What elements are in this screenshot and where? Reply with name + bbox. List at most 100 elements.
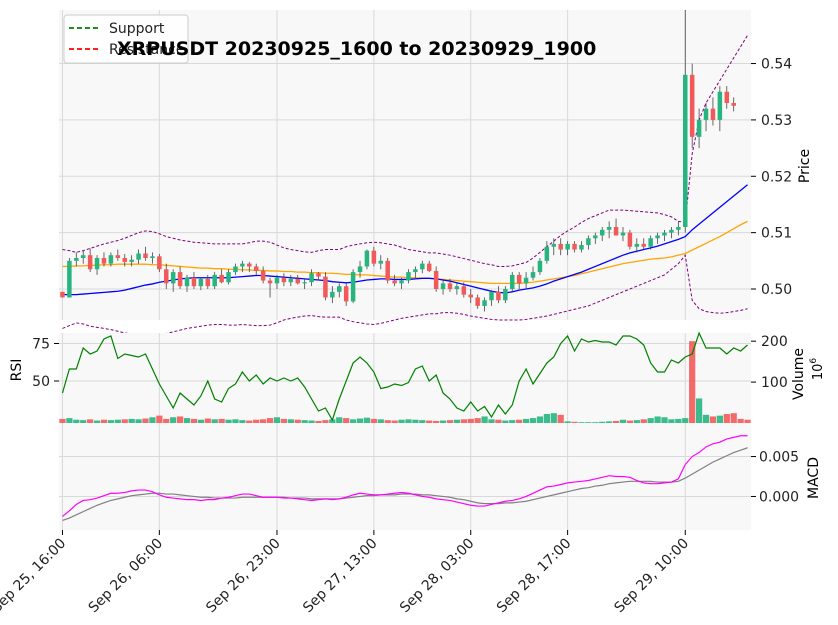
volume-bar <box>412 419 419 423</box>
candle-body <box>364 250 370 267</box>
volume-bar <box>446 420 454 423</box>
volume-bar <box>564 421 571 423</box>
candle-body <box>648 238 653 247</box>
volume-bar <box>716 415 723 423</box>
candle-body <box>523 277 529 284</box>
volume-bar <box>87 419 94 423</box>
candle-body <box>662 232 667 236</box>
candle-body <box>503 289 508 301</box>
candle-body <box>295 278 300 284</box>
volume-bar <box>128 418 135 423</box>
volume-bar <box>592 422 599 423</box>
price-tick-label: 0.53 <box>761 113 792 129</box>
candle-body <box>683 74 688 228</box>
candle-body <box>613 227 619 236</box>
volume-bar <box>176 416 184 423</box>
candle-body <box>67 260 72 298</box>
candle-body <box>468 294 473 298</box>
volume-bar <box>661 417 668 423</box>
candle-body <box>461 286 467 295</box>
candle-body <box>343 286 349 302</box>
volume-bar <box>488 419 495 423</box>
volume-bar <box>156 415 163 423</box>
volume-bars <box>59 341 751 423</box>
volume-bar <box>149 417 156 423</box>
volume-bar <box>391 420 398 423</box>
rsi-axis-label: RSI <box>9 359 25 382</box>
macd-tick-label: 0.005 <box>759 450 799 466</box>
volume-bar <box>737 418 744 423</box>
volume-bar <box>689 341 696 423</box>
candle-body <box>164 269 169 284</box>
bollinger-bands <box>62 35 748 337</box>
candle-body <box>669 229 674 233</box>
candle-body <box>676 227 681 230</box>
candle-body <box>108 255 114 264</box>
candle-body <box>399 280 404 284</box>
volume-bar <box>363 417 371 423</box>
volume-bar <box>80 420 87 423</box>
volume-bar <box>308 420 315 423</box>
signal-line <box>62 447 748 521</box>
candle-body <box>496 291 501 301</box>
candle-body <box>516 274 522 284</box>
candle-body <box>572 243 577 250</box>
volume-bar <box>225 419 232 423</box>
volume-bar <box>66 418 73 423</box>
candle-body <box>288 278 294 283</box>
volume-bar <box>405 419 412 423</box>
rsi-line <box>61 331 748 422</box>
candle-body <box>606 227 612 230</box>
candle-body <box>157 256 162 270</box>
volume-bar <box>370 418 377 423</box>
volume-bar <box>419 420 426 423</box>
candlesticks <box>60 10 736 312</box>
volume-bar <box>322 420 329 423</box>
rsi-volume-panel: 50 75 100 200 RSI Volume 106 <box>9 331 826 423</box>
candle-body <box>703 108 709 120</box>
volume-bar <box>668 419 675 423</box>
volume-bar <box>59 418 66 423</box>
macd-axis-label: MACD <box>806 457 822 499</box>
candle-body <box>309 273 314 283</box>
volume-bar <box>266 418 274 423</box>
macd-panel: 0.000 0.005 MACD <box>59 423 822 530</box>
volume-bar <box>121 419 128 423</box>
volume-bar <box>273 417 281 423</box>
candle-body <box>440 283 446 289</box>
candle-body <box>482 300 487 306</box>
price-tick-label: 0.52 <box>761 169 792 185</box>
candle-body <box>689 74 695 137</box>
candle-body <box>731 103 736 106</box>
candle-body <box>620 232 626 236</box>
candle-body <box>593 235 598 239</box>
candle-body <box>420 263 425 270</box>
volume-bar <box>633 420 640 423</box>
volume-bar <box>606 421 613 423</box>
candle-body <box>385 260 390 281</box>
volume-tick-label: 100 <box>761 375 788 391</box>
candle-body <box>219 274 224 283</box>
volume-bar <box>709 416 717 423</box>
volume-bar <box>599 421 606 423</box>
volume-bar <box>239 420 246 423</box>
volume-bar <box>197 419 204 423</box>
bollinger-lower-line <box>62 253 748 337</box>
volume-bar <box>163 418 170 423</box>
candle-body <box>60 291 65 298</box>
volume-unit-base: 10 <box>811 364 826 381</box>
chart-title: XRPUSDT 20230925_1600 to 20230929_1900 <box>117 38 596 60</box>
volume-bar <box>377 419 384 423</box>
candle-body <box>627 232 633 247</box>
volume-bar <box>439 420 447 423</box>
volume-bar <box>585 422 592 423</box>
rsi-path <box>61 331 748 422</box>
volume-bar <box>170 417 177 423</box>
candle-body <box>634 243 640 247</box>
rsi-axis-ticks: 50 75 <box>32 337 59 390</box>
candle-body <box>101 258 107 264</box>
volume-bar <box>702 414 710 423</box>
bollinger-upper-line <box>62 35 748 267</box>
candle-body <box>454 286 460 289</box>
